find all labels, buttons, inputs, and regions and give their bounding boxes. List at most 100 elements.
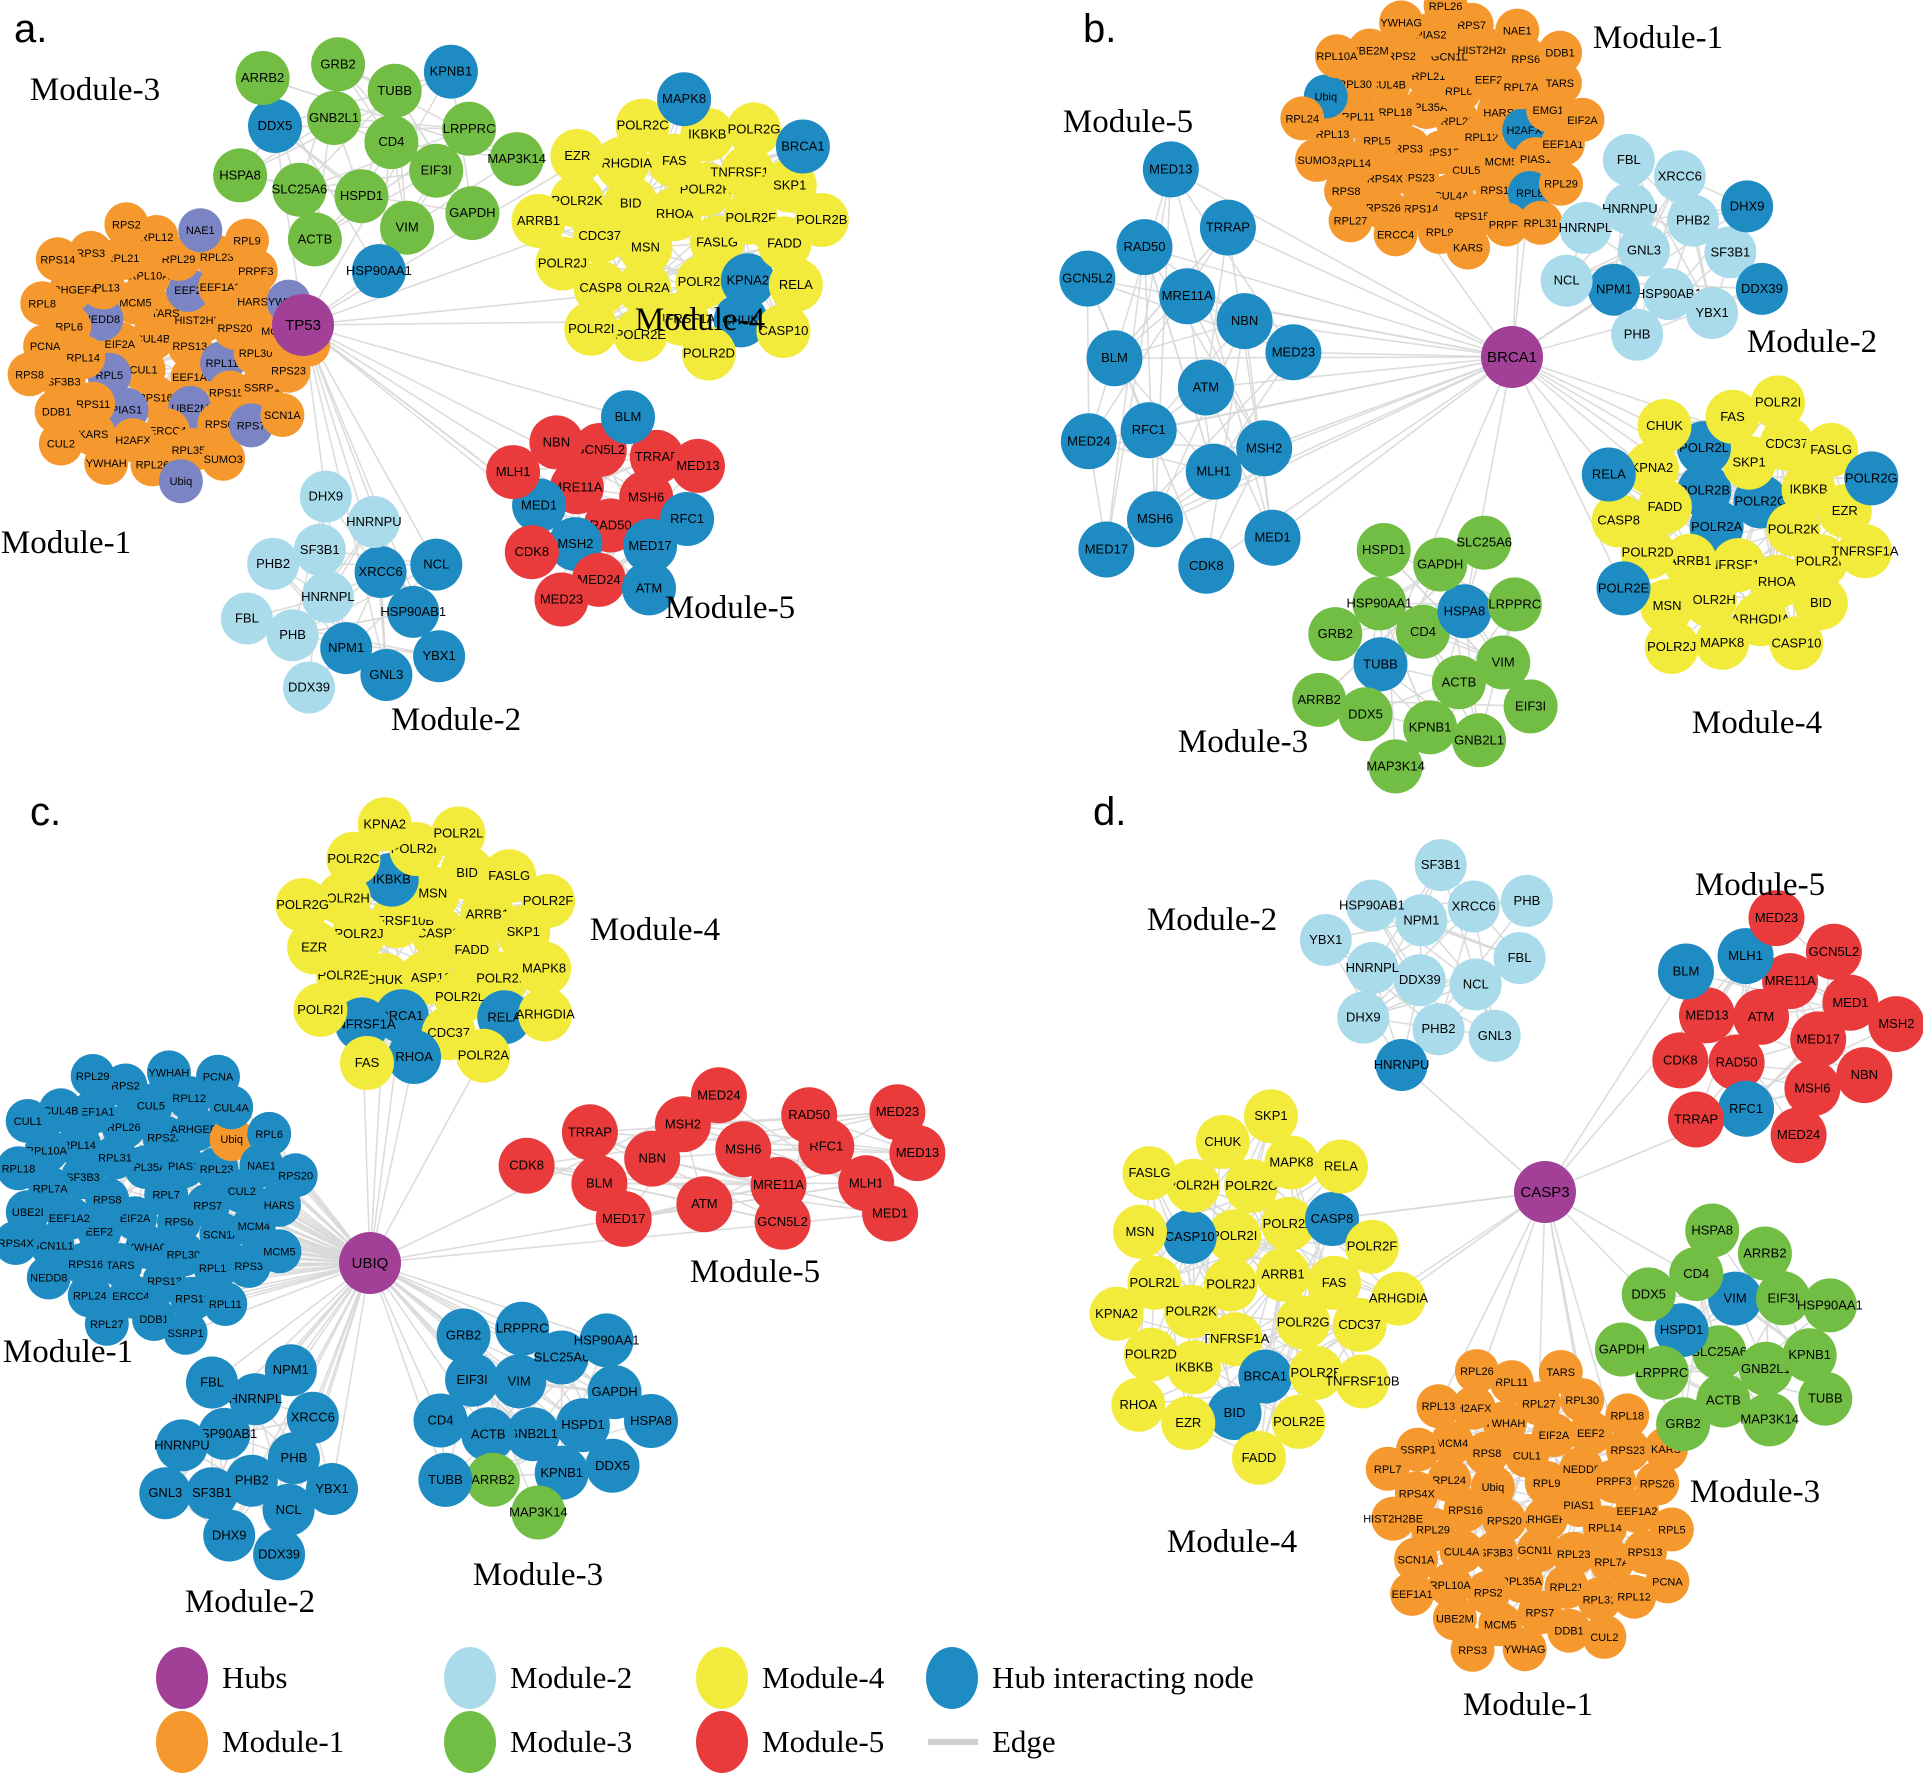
node-label-POLR2B: POLR2B bbox=[1291, 1365, 1342, 1380]
node-POLR2G bbox=[1276, 1295, 1331, 1350]
node-CD4 bbox=[364, 115, 419, 170]
node-label-RPL30: RPL30 bbox=[167, 1250, 201, 1262]
node-label-VIM: VIM bbox=[1724, 1291, 1747, 1306]
node-label-HNRNPL: HNRNPL bbox=[1559, 220, 1612, 235]
hub-label-TP53: TP53 bbox=[285, 317, 321, 334]
node-label-RPS3: RPS3 bbox=[76, 248, 105, 260]
node-label-FAS: FAS bbox=[1720, 409, 1745, 424]
node-label-KARS: KARS bbox=[1453, 243, 1483, 255]
node-label-POLR2H: POLR2H bbox=[1684, 592, 1736, 607]
node-label-MED23: MED23 bbox=[1272, 344, 1315, 359]
node-CDK8 bbox=[504, 525, 559, 580]
node-CD4 bbox=[1669, 1247, 1724, 1301]
node-DHX9 bbox=[203, 1509, 256, 1562]
edge bbox=[331, 1262, 371, 1490]
node-label-POLR2I: POLR2I bbox=[1211, 1228, 1257, 1243]
node-label-FASLG: FASLG bbox=[1810, 442, 1852, 457]
node-label-GAPDH: GAPDH bbox=[1417, 557, 1463, 572]
node-label-RPS13: RPS13 bbox=[147, 1276, 182, 1288]
node-label-HSP90AB1: HSP90AB1 bbox=[380, 604, 446, 619]
node-label-NEDD8: NEDD8 bbox=[30, 1273, 67, 1285]
node-label-MCM4: MCM4 bbox=[238, 1221, 270, 1233]
hub-node-BRCA1 bbox=[1481, 326, 1543, 388]
node-label-CDC37: CDC37 bbox=[1338, 1317, 1381, 1332]
node-CHUK bbox=[1195, 1114, 1250, 1169]
module-caption-a-module-2: Module-2 bbox=[391, 702, 521, 738]
node-label-RPS4X: RPS4X bbox=[0, 1238, 34, 1250]
node-CDK8 bbox=[1652, 1032, 1709, 1089]
node-POLR2F bbox=[1794, 534, 1848, 589]
node-label-MCM4: MCM4 bbox=[1436, 1438, 1468, 1450]
edge bbox=[1170, 169, 1274, 538]
node-YWHAH bbox=[84, 440, 129, 485]
node-CDK8 bbox=[498, 1137, 555, 1194]
node-label-TNFRSF1A: TNFRSF1A bbox=[329, 1016, 397, 1031]
node-label-FBL: FBL bbox=[200, 1375, 224, 1390]
node-label-SF3B1: SF3B1 bbox=[1421, 857, 1461, 872]
node-label-RPS2: RPS2 bbox=[111, 1081, 140, 1093]
node-label-EEF1A2: EEF1A2 bbox=[1617, 1506, 1658, 1518]
hub-label-BRCA1: BRCA1 bbox=[1487, 349, 1537, 366]
node-POLR2A bbox=[617, 260, 671, 315]
node-label-RHOA: RHOA bbox=[656, 206, 694, 221]
node-label-POLR2A: POLR2A bbox=[1263, 1216, 1315, 1231]
node-label-EEF2: EEF2 bbox=[1577, 1428, 1605, 1440]
node-RPL10A bbox=[1314, 34, 1359, 79]
node-label-CHUK: CHUK bbox=[1646, 418, 1683, 433]
edge bbox=[292, 563, 437, 636]
node-label-TNFRSF1A: TNFRSF1A bbox=[1202, 1331, 1270, 1346]
node-label-KPNA2: KPNA2 bbox=[363, 816, 406, 831]
node-label-MAP3K14: MAP3K14 bbox=[1366, 758, 1425, 773]
node-YBX1 bbox=[1299, 914, 1352, 966]
node-label-SCN1A: SCN1A bbox=[1398, 1554, 1435, 1566]
node-label-YWHAH: YWHAH bbox=[148, 1067, 189, 1079]
node-label-RPL5: RPL5 bbox=[96, 370, 124, 382]
node-label-RPL35A: RPL35A bbox=[126, 1162, 168, 1174]
node-label-UBE2M: UBE2M bbox=[1351, 46, 1389, 58]
node-label-CUL5: CUL5 bbox=[1452, 165, 1480, 177]
node-label-UBE2M: UBE2M bbox=[171, 403, 209, 415]
node-label-HSPA8: HSPA8 bbox=[219, 167, 261, 182]
node-TUBB bbox=[1798, 1371, 1853, 1426]
module-caption-c-module-2: Module-2 bbox=[185, 1584, 315, 1620]
node-label-RPS2: RPS2 bbox=[1387, 51, 1416, 63]
node-RPL29 bbox=[70, 1054, 115, 1098]
node-MED17 bbox=[623, 518, 678, 573]
node-HSP90AA1 bbox=[1352, 576, 1407, 631]
node-label-POLR2J: POLR2J bbox=[1647, 639, 1696, 654]
node-RAD50 bbox=[781, 1087, 838, 1144]
edge bbox=[1331, 1191, 1546, 1220]
node-DDX5 bbox=[1621, 1267, 1676, 1322]
node-label-CUL2: CUL2 bbox=[47, 439, 75, 451]
node-label-MED1: MED1 bbox=[521, 497, 557, 512]
node-label-BID: BID bbox=[456, 865, 478, 880]
node-label-MED23: MED23 bbox=[1755, 910, 1798, 925]
node-label-KPNB1: KPNB1 bbox=[1788, 1347, 1831, 1362]
node-label-EMG1: EMG1 bbox=[1533, 105, 1564, 117]
node-label-SF3B3: SF3B3 bbox=[66, 1172, 100, 1184]
node-label-RPL23: RPL23 bbox=[200, 1164, 234, 1176]
node-label-MLH1: MLH1 bbox=[1196, 464, 1231, 479]
node-label-POLR2D: POLR2D bbox=[1622, 545, 1674, 560]
node-label-CUL5: CUL5 bbox=[137, 1101, 165, 1113]
node-EZR bbox=[1161, 1396, 1216, 1451]
node-label-PRPF3: PRPF3 bbox=[1489, 220, 1524, 232]
node-label-RPL12: RPL12 bbox=[140, 232, 174, 244]
node-label-POLR2E: POLR2E bbox=[1273, 1414, 1325, 1429]
node-label-EEF2: EEF2 bbox=[174, 285, 202, 297]
legend-label-edge: Edge bbox=[992, 1724, 1056, 1759]
node-MED1 bbox=[862, 1185, 919, 1242]
node-label-SLC25A6: SLC25A6 bbox=[1456, 535, 1512, 550]
node-label-POLR2E: POLR2E bbox=[318, 968, 370, 983]
node-label-MED24: MED24 bbox=[1067, 433, 1110, 448]
node-DHX9 bbox=[1721, 180, 1774, 233]
node-SF3B1 bbox=[293, 523, 346, 576]
node-XRCC6 bbox=[354, 546, 407, 598]
node-label-GRB2: GRB2 bbox=[1665, 1416, 1700, 1431]
node-TNFRSF10B bbox=[720, 145, 775, 200]
node-label-DDX39: DDX39 bbox=[258, 1546, 300, 1561]
node-RPL11 bbox=[203, 1282, 248, 1326]
node-label-RPL11: RPL11 bbox=[1495, 1377, 1528, 1389]
module-caption-c-module-1: Module-1 bbox=[3, 1334, 133, 1370]
node-label-CUL2: CUL2 bbox=[228, 1186, 256, 1198]
